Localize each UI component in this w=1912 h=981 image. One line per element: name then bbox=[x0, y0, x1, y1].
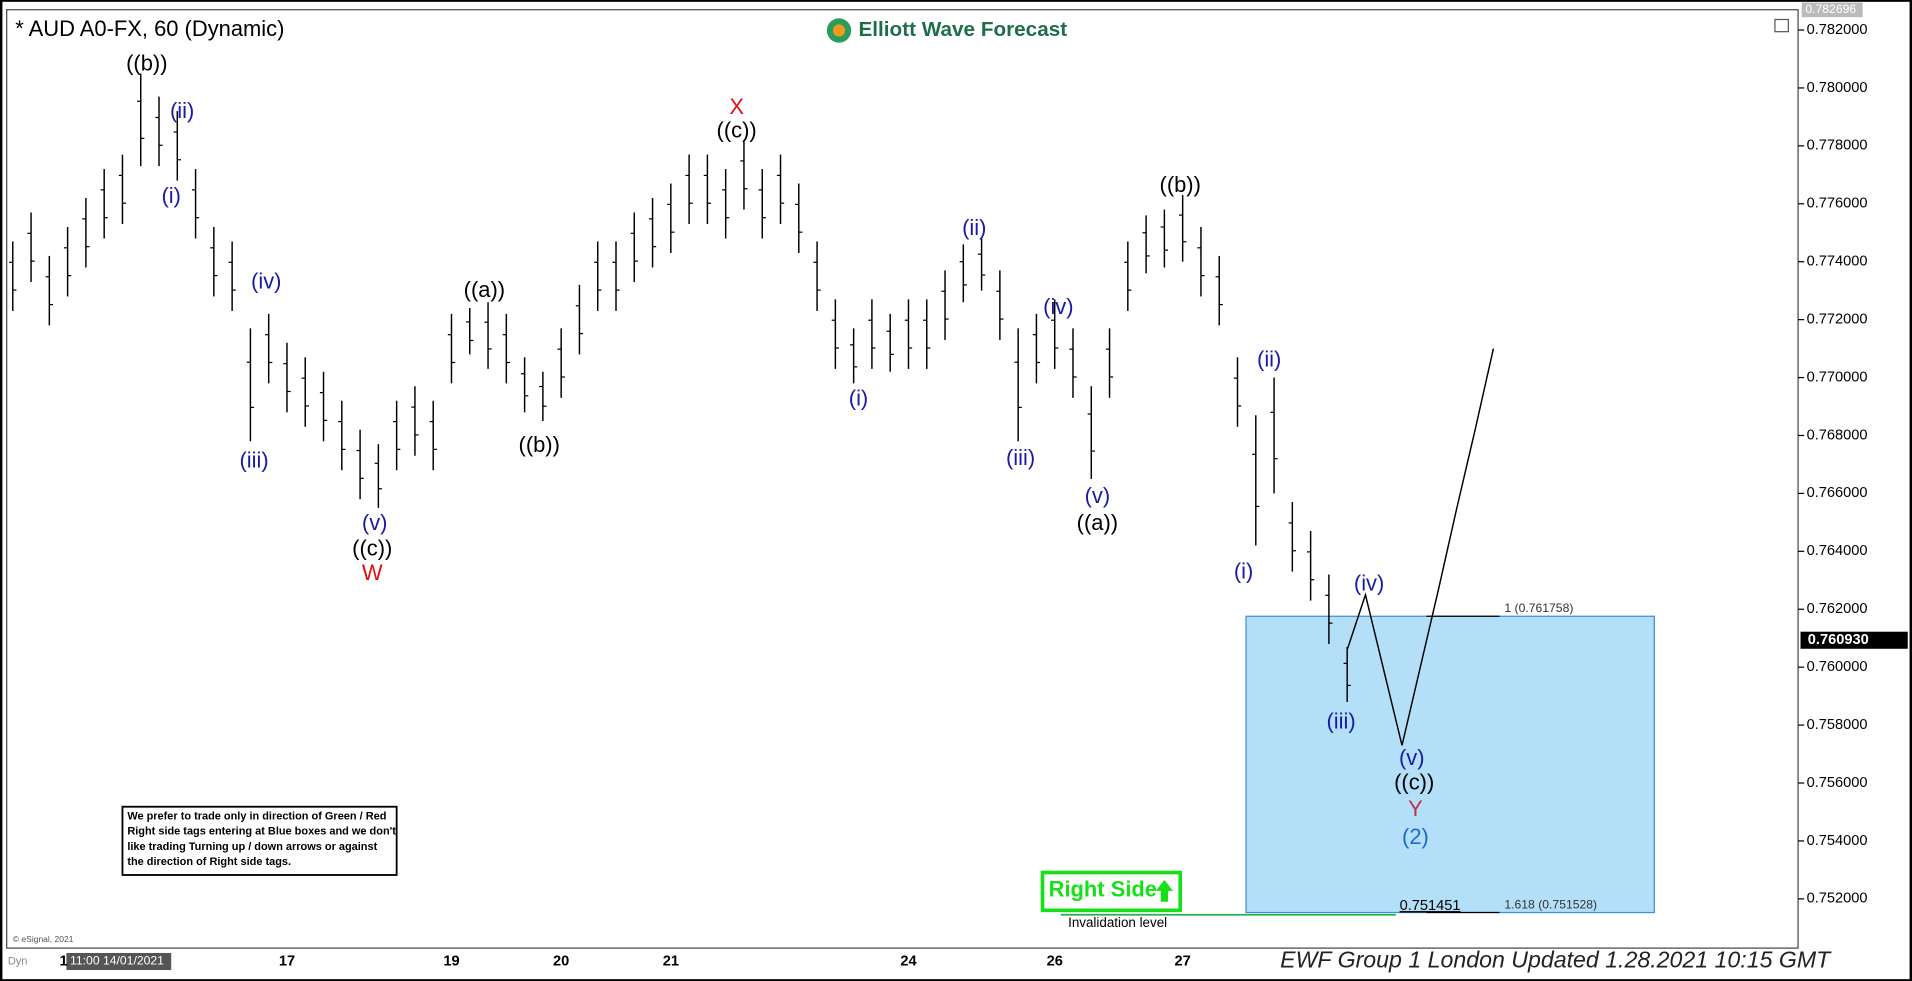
x-tick-label: 26 bbox=[1047, 953, 1063, 969]
wave-label: ((b)) bbox=[519, 432, 560, 457]
x-tick-label: 24 bbox=[900, 953, 917, 969]
wave-label: ((c)) bbox=[1394, 769, 1434, 794]
window-button[interactable] bbox=[1774, 18, 1789, 33]
disclaimer: We prefer to trade only in direction of … bbox=[121, 805, 398, 876]
footer: EWF Group 1 London Updated 1.28.2021 10:… bbox=[1280, 947, 1832, 973]
y-tick-label: 0.764000 bbox=[1807, 543, 1868, 559]
last-price-label: 0.760930 bbox=[1808, 632, 1869, 648]
projection-line bbox=[1346, 348, 1495, 746]
disclaimer-line: the direction of Right side tags. bbox=[127, 856, 291, 868]
y-tick-label: 0.778000 bbox=[1807, 138, 1868, 154]
level-label: 1.618 (0.751528) bbox=[1504, 897, 1597, 911]
wave-label: ((c)) bbox=[352, 535, 392, 560]
right-side-tag: Right Side bbox=[1040, 870, 1183, 913]
last-price-box bbox=[1800, 631, 1908, 649]
y-tick-label: 0.766000 bbox=[1807, 485, 1868, 501]
wave-label: (iii) bbox=[1006, 445, 1035, 470]
x-tick-label: 17 bbox=[279, 953, 295, 969]
scale-high-box bbox=[1801, 2, 1863, 18]
level-label: 1 (0.761758) bbox=[1504, 601, 1573, 615]
right-side-box bbox=[1040, 870, 1183, 913]
brand-name: Elliott Wave Forecast bbox=[859, 18, 1068, 41]
x-tick-label: 19 bbox=[443, 953, 459, 969]
y-tick-label: 0.776000 bbox=[1807, 196, 1868, 212]
wave-label: (iv) bbox=[1043, 294, 1073, 319]
invalidation-text: Invalidation level bbox=[1068, 915, 1167, 930]
wave-label: Y bbox=[1408, 796, 1423, 821]
copyright: © eSignal, 2021 bbox=[13, 934, 74, 944]
wave-label: (iv) bbox=[1354, 571, 1384, 596]
disclaimer-line: We prefer to trade only in direction of … bbox=[127, 810, 386, 822]
wave-label: (iii) bbox=[239, 448, 268, 473]
wave-label: (i) bbox=[1234, 559, 1253, 584]
y-tick-label: 0.782000 bbox=[1807, 22, 1868, 38]
cursor-time-box bbox=[66, 952, 172, 971]
y-tick-label: 0.774000 bbox=[1807, 254, 1868, 270]
y-tick-label: 0.780000 bbox=[1807, 80, 1868, 96]
y-tick-label: 0.768000 bbox=[1807, 427, 1868, 443]
corner-label: Dyn bbox=[8, 955, 27, 967]
wave-label: ((a)) bbox=[1077, 510, 1118, 535]
disclaimer-line: like trading Turning up / down arrows or… bbox=[127, 841, 377, 853]
right-side-text: Right Side bbox=[1049, 877, 1157, 902]
y-tick-label: 0.758000 bbox=[1807, 717, 1868, 733]
wave-label: (v) bbox=[1085, 483, 1111, 508]
wave-label: ((c)) bbox=[717, 117, 757, 142]
wave-label: (i) bbox=[161, 183, 180, 208]
wave-label: (2) bbox=[1402, 824, 1429, 849]
wave-label: (ii) bbox=[170, 98, 194, 123]
wave-label: ((a)) bbox=[464, 277, 505, 302]
y-tick-label: 0.760000 bbox=[1807, 659, 1868, 675]
wave-label: X bbox=[729, 94, 744, 119]
disclaimer-box bbox=[121, 805, 398, 876]
y-tick-label: 0.754000 bbox=[1807, 833, 1868, 849]
scale-high-label: 0.782696 bbox=[1805, 2, 1856, 16]
cursor-time: 11:00 14/01/2021 bbox=[70, 954, 164, 968]
x-tick-label: 20 bbox=[553, 953, 569, 969]
wave-label: ((b)) bbox=[126, 50, 167, 75]
chart-title: * AUD A0-FX, 60 (Dynamic) bbox=[15, 16, 284, 41]
disclaimer-line: Right side tags entering at Blue boxes a… bbox=[127, 826, 396, 838]
logo-inner bbox=[832, 24, 846, 37]
invalidation-value: 0.751451 bbox=[1400, 898, 1461, 914]
wave-label: (i) bbox=[849, 386, 868, 411]
wave-label: (v) bbox=[1399, 745, 1425, 770]
x-tick-label: 1 bbox=[59, 953, 67, 969]
wave-label: (ii) bbox=[962, 215, 986, 240]
wave-label: (ii) bbox=[1257, 347, 1281, 372]
wave-label: ((b)) bbox=[1160, 172, 1201, 197]
y-tick-label: 0.762000 bbox=[1807, 601, 1868, 617]
y-tick-label: 0.772000 bbox=[1807, 311, 1868, 327]
brand-logo: Elliott Wave Forecast bbox=[826, 18, 1068, 43]
wave-label: (iv) bbox=[251, 269, 281, 294]
x-tick-label: 27 bbox=[1175, 953, 1191, 969]
wave-label: (iii) bbox=[1326, 708, 1355, 733]
target-box bbox=[1245, 615, 1655, 914]
y-tick-label: 0.752000 bbox=[1807, 891, 1868, 907]
y-tick-label: 0.756000 bbox=[1807, 775, 1868, 791]
wave-label: W bbox=[362, 560, 383, 585]
wave-label: (v) bbox=[362, 510, 388, 535]
x-tick-label: 21 bbox=[663, 953, 679, 969]
y-tick-label: 0.770000 bbox=[1807, 369, 1868, 385]
